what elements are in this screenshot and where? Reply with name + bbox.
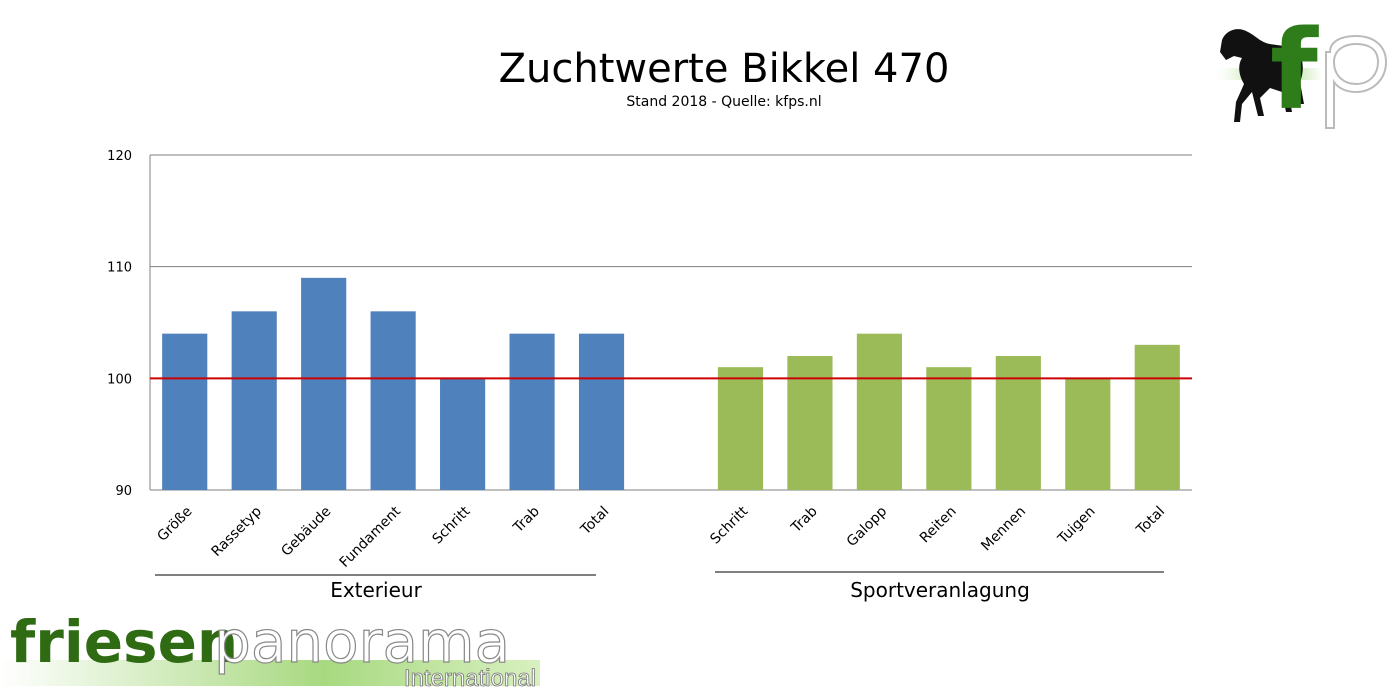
- y-tick-label: 100: [107, 372, 132, 387]
- chart-title: Zuchtwerte Bikkel 470: [498, 46, 950, 92]
- horse-silhouette-icon: [1220, 29, 1304, 122]
- bar: [301, 277, 347, 490]
- x-tick-label: Größe: [154, 504, 195, 545]
- x-tick-label: Rassetyp: [209, 503, 266, 560]
- x-tick-label: Schritt: [707, 503, 751, 547]
- x-tick-label: Gebäude: [278, 504, 334, 560]
- brand-tagline: International: [404, 665, 536, 692]
- x-tick-label: Total: [577, 504, 612, 539]
- logo-letter-f: f: [1270, 12, 1319, 132]
- x-tick-label: Mennen: [978, 504, 1029, 555]
- chart-subtitle: Stand 2018 - Quelle: kfps.nl: [626, 94, 822, 110]
- bar: [1065, 378, 1111, 490]
- kfps-logo: f: [1212, 12, 1388, 132]
- logo-letter-p: [1325, 34, 1388, 129]
- x-tick-label: Reiten: [917, 504, 960, 547]
- bar: [578, 333, 625, 490]
- y-tick-label: 120: [107, 149, 132, 164]
- group-label-sportveranlagung: Sportveranlagung: [850, 578, 1030, 602]
- x-tick-label: Trab: [788, 503, 821, 536]
- bar: [231, 311, 277, 490]
- brand-bar: [0, 660, 540, 686]
- group-label-exterieur: Exterieur: [330, 578, 422, 602]
- bar: [440, 378, 486, 490]
- brand-word-panorama: panorama: [214, 608, 510, 676]
- bar: [787, 356, 833, 490]
- bar: [370, 311, 416, 490]
- x-tick-label: Galopp: [844, 503, 891, 550]
- x-tick-label: Schritt: [430, 503, 474, 547]
- y-tick-label: 90: [115, 484, 132, 499]
- bar: [1134, 344, 1180, 490]
- x-tick-label: Total: [1133, 504, 1168, 539]
- x-tick-label: Trab: [510, 503, 543, 536]
- bar: [995, 356, 1041, 490]
- bar: [926, 367, 972, 490]
- bar: [856, 333, 902, 490]
- y-tick-label: 110: [107, 261, 132, 276]
- bar: [162, 333, 208, 490]
- friesenpanorama-brand: friesen panorama International: [0, 607, 540, 692]
- bar: [509, 333, 555, 490]
- x-tick-label: Tuigen: [1054, 504, 1098, 548]
- x-tick-label: Fundament: [337, 503, 405, 571]
- bar: [717, 367, 764, 490]
- brand-word-friesen: friesen: [10, 608, 238, 676]
